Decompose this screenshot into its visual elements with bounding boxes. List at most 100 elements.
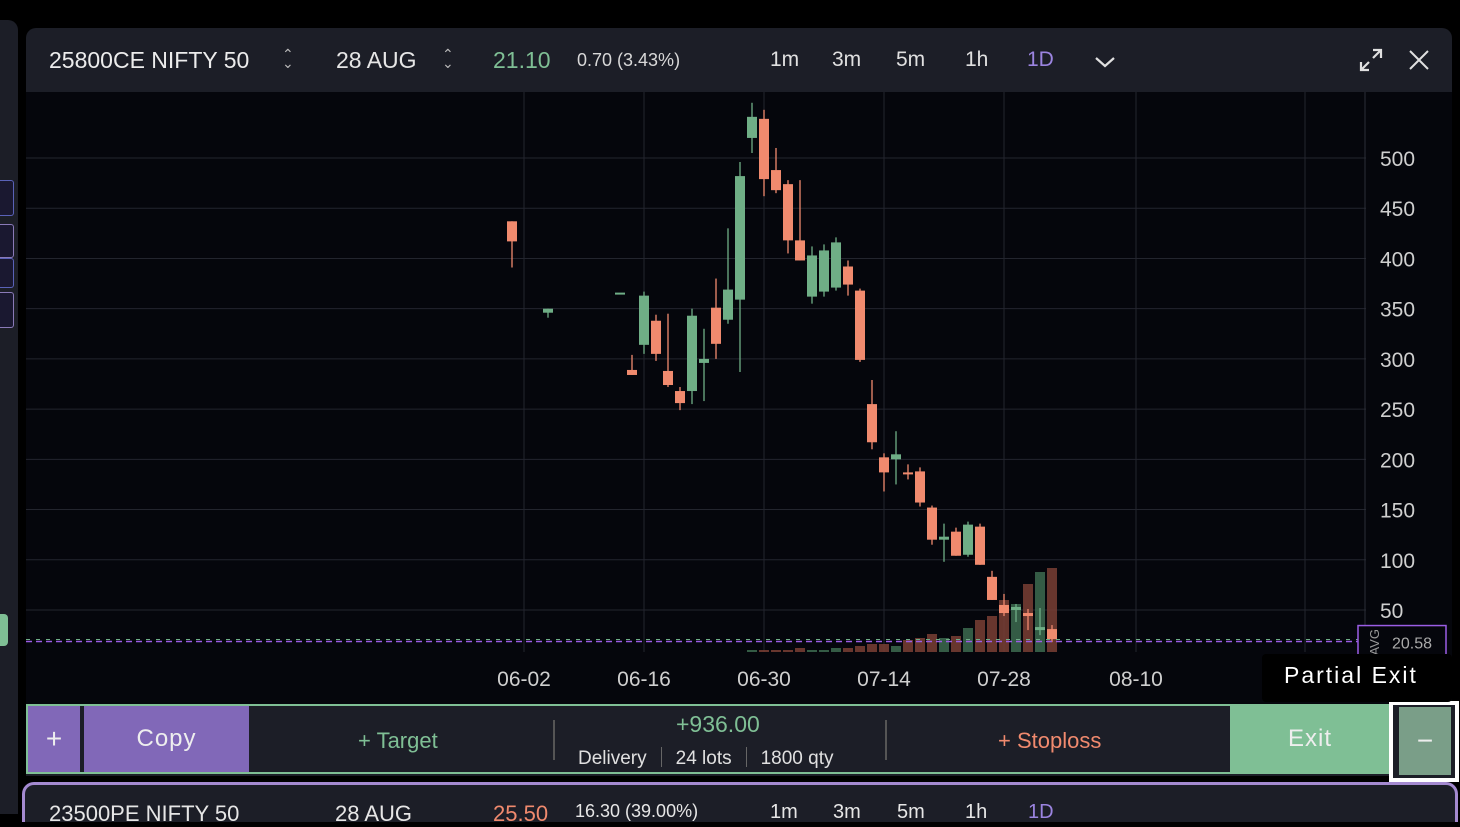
candle-body — [891, 454, 901, 460]
timeframe-1m[interactable]: 1m — [770, 48, 800, 71]
timeframe-1m[interactable]: 1m — [770, 801, 798, 823]
close-icon[interactable] — [1408, 49, 1430, 71]
sort-updown-icon[interactable]: ⌃ ⌄ — [282, 46, 294, 71]
chevron-down-icon[interactable] — [1094, 55, 1116, 69]
price-change: 0.70 (3.43%) — [577, 50, 681, 70]
avg-label: AVG — [1367, 629, 1382, 656]
top-strip — [0, 0, 1460, 20]
symbol-name[interactable]: 23500PE NIFTY 50 — [49, 801, 240, 826]
candle-body — [507, 221, 517, 242]
candle-body — [999, 604, 1009, 614]
volume-bar — [891, 646, 901, 652]
exit-button[interactable]: Exit — [1230, 704, 1390, 774]
candle-body — [831, 242, 841, 288]
timeframe-1d[interactable]: 1D — [1027, 48, 1054, 71]
candle-body — [879, 457, 889, 473]
volume-bar — [927, 634, 937, 652]
volume-bar — [975, 620, 985, 652]
timeframe-1h[interactable]: 1h — [965, 801, 988, 823]
timeframe-1h[interactable]: 1h — [965, 48, 989, 71]
candle-body — [855, 290, 865, 360]
divider — [553, 720, 555, 760]
candle-body — [927, 507, 937, 540]
candle-body — [663, 370, 673, 386]
divider — [885, 720, 887, 760]
sidebar-marker[interactable] — [0, 180, 14, 216]
candle-body — [627, 369, 637, 375]
y-tick-label: 50 — [1380, 600, 1403, 623]
add-button[interactable]: + — [28, 706, 80, 772]
chart-panel-2: 23500PE NIFTY 50 28 AUG 25.50 16.30 (39.… — [22, 782, 1458, 826]
volume-bar — [915, 638, 925, 652]
y-tick-label: 200 — [1380, 449, 1415, 472]
position-meta: Delivery 24 lots 1800 qty — [578, 747, 834, 770]
candle-body — [951, 531, 961, 556]
chart-header: 25800CE NIFTY 50 ⌃ ⌄ 28 AUG ⌃ ⌄ 21.10 0.70… — [26, 28, 1452, 92]
y-tick-label: 150 — [1380, 500, 1415, 523]
timeframe-5m[interactable]: 5m — [896, 48, 926, 71]
position-action-bar: + Copy + Target +936.00 Delivery 24 lots 1… — [26, 704, 1390, 774]
candle-body — [783, 184, 793, 241]
lots-count: 24 lots — [675, 748, 732, 769]
volume-bar — [1011, 604, 1021, 652]
y-tick-label: 100 — [1380, 550, 1415, 573]
candle-body — [651, 320, 661, 354]
expand-icon[interactable] — [1358, 47, 1384, 73]
last-price: 21.10 — [493, 47, 551, 73]
candle-body — [915, 471, 925, 503]
candle-body — [1035, 627, 1045, 631]
expiry-select[interactable]: 28 AUG — [335, 801, 413, 826]
timeframe-3m[interactable]: 3m — [832, 48, 862, 71]
candle-body — [795, 240, 805, 261]
candle-body — [867, 404, 877, 443]
candle-body — [975, 526, 985, 565]
volume-bar — [987, 616, 997, 652]
price-chart[interactable]: 50 100 150 200 250 300 350 400 450 500 06-02 06-16 0… — [26, 92, 1452, 704]
candlestick-chart[interactable]: 50 100 150 200 250 300 350 400 450 500 06-02 06-16 0… — [26, 92, 1452, 704]
candle-body — [675, 391, 685, 404]
sort-updown-icon[interactable]: ⌃ ⌄ — [442, 46, 454, 71]
candle-body — [687, 315, 697, 392]
volume-bar — [939, 638, 949, 652]
x-tick-label: 06-02 — [497, 668, 551, 691]
left-sidebar — [0, 20, 18, 814]
timeframe-3m[interactable]: 3m — [833, 801, 861, 823]
pnl-value: +936.00 — [676, 711, 760, 737]
sidebar-marker[interactable] — [0, 292, 14, 328]
candle-body — [771, 170, 781, 191]
candle-body — [747, 116, 757, 138]
candle-body — [615, 292, 625, 295]
candle-body — [699, 358, 709, 363]
volume-bar — [747, 650, 757, 652]
volume-bar — [831, 648, 841, 652]
partial-exit-button[interactable]: − — [1389, 701, 1459, 782]
minus-icon: − — [1399, 707, 1451, 775]
candle-body — [1023, 613, 1033, 617]
candle-body — [843, 266, 853, 285]
volume-bar — [795, 648, 805, 652]
sidebar-marker[interactable] — [0, 224, 14, 258]
volume-bar — [867, 644, 877, 652]
y-tick-label: 500 — [1380, 148, 1415, 171]
y-tick-label: 350 — [1380, 299, 1415, 322]
candle-body — [711, 307, 721, 344]
timeframe-5m[interactable]: 5m — [897, 801, 925, 823]
price-change: 16.30 (39.00%) — [575, 801, 699, 821]
timeframe-1d[interactable]: 1D — [1028, 801, 1054, 823]
candle-body — [543, 308, 553, 313]
volume-bar — [879, 644, 889, 652]
candle-body — [1011, 606, 1021, 610]
volume-bar — [855, 646, 865, 652]
candle-body — [1047, 629, 1057, 640]
symbol-name[interactable]: 25800CE NIFTY 50 — [49, 47, 250, 73]
y-tick-label: 450 — [1380, 198, 1415, 221]
avg-price-label: 20.58 — [1392, 636, 1432, 653]
x-tick-label: 08-10 — [1109, 668, 1163, 691]
sidebar-marker[interactable] — [0, 258, 14, 288]
add-target-button[interactable]: + Target — [358, 728, 438, 753]
candle-body — [735, 176, 745, 300]
add-stoploss-button[interactable]: + Stoploss — [998, 728, 1102, 753]
expiry-select[interactable]: 28 AUG — [336, 47, 417, 73]
copy-button[interactable]: Copy — [84, 706, 249, 772]
volume-bar — [759, 650, 769, 652]
